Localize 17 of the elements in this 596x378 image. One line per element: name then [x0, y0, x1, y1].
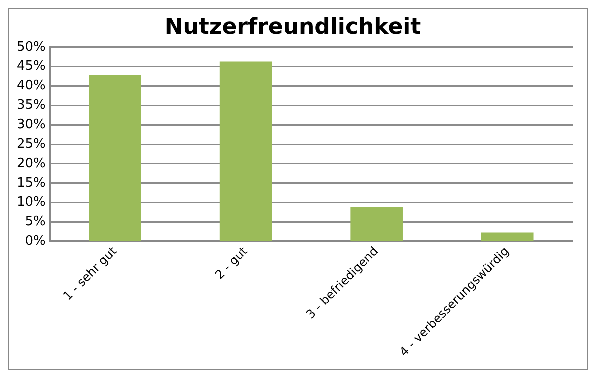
y-tick-label: 20%	[16, 156, 46, 172]
bar	[350, 208, 403, 241]
bar	[220, 62, 272, 241]
y-tick-label: 5%	[25, 214, 46, 230]
chart-title: Nutzerfreundlichkeit	[164, 14, 422, 40]
x-tick-label: 2 - gut	[212, 244, 251, 282]
y-tick-label: 0%	[25, 234, 46, 250]
y-tick-label: 45%	[16, 59, 46, 74]
bar	[481, 232, 534, 241]
y-tick-label: 50%	[16, 40, 46, 55]
y-tick-label: 10%	[16, 195, 46, 210]
y-tick-label: 40%	[16, 78, 46, 94]
y-tick-label: 35%	[16, 98, 46, 114]
y-tick-label: 25%	[16, 136, 46, 152]
bar	[89, 75, 142, 241]
y-tick-label: 30%	[16, 118, 46, 133]
y-tick-label: 15%	[16, 176, 46, 191]
